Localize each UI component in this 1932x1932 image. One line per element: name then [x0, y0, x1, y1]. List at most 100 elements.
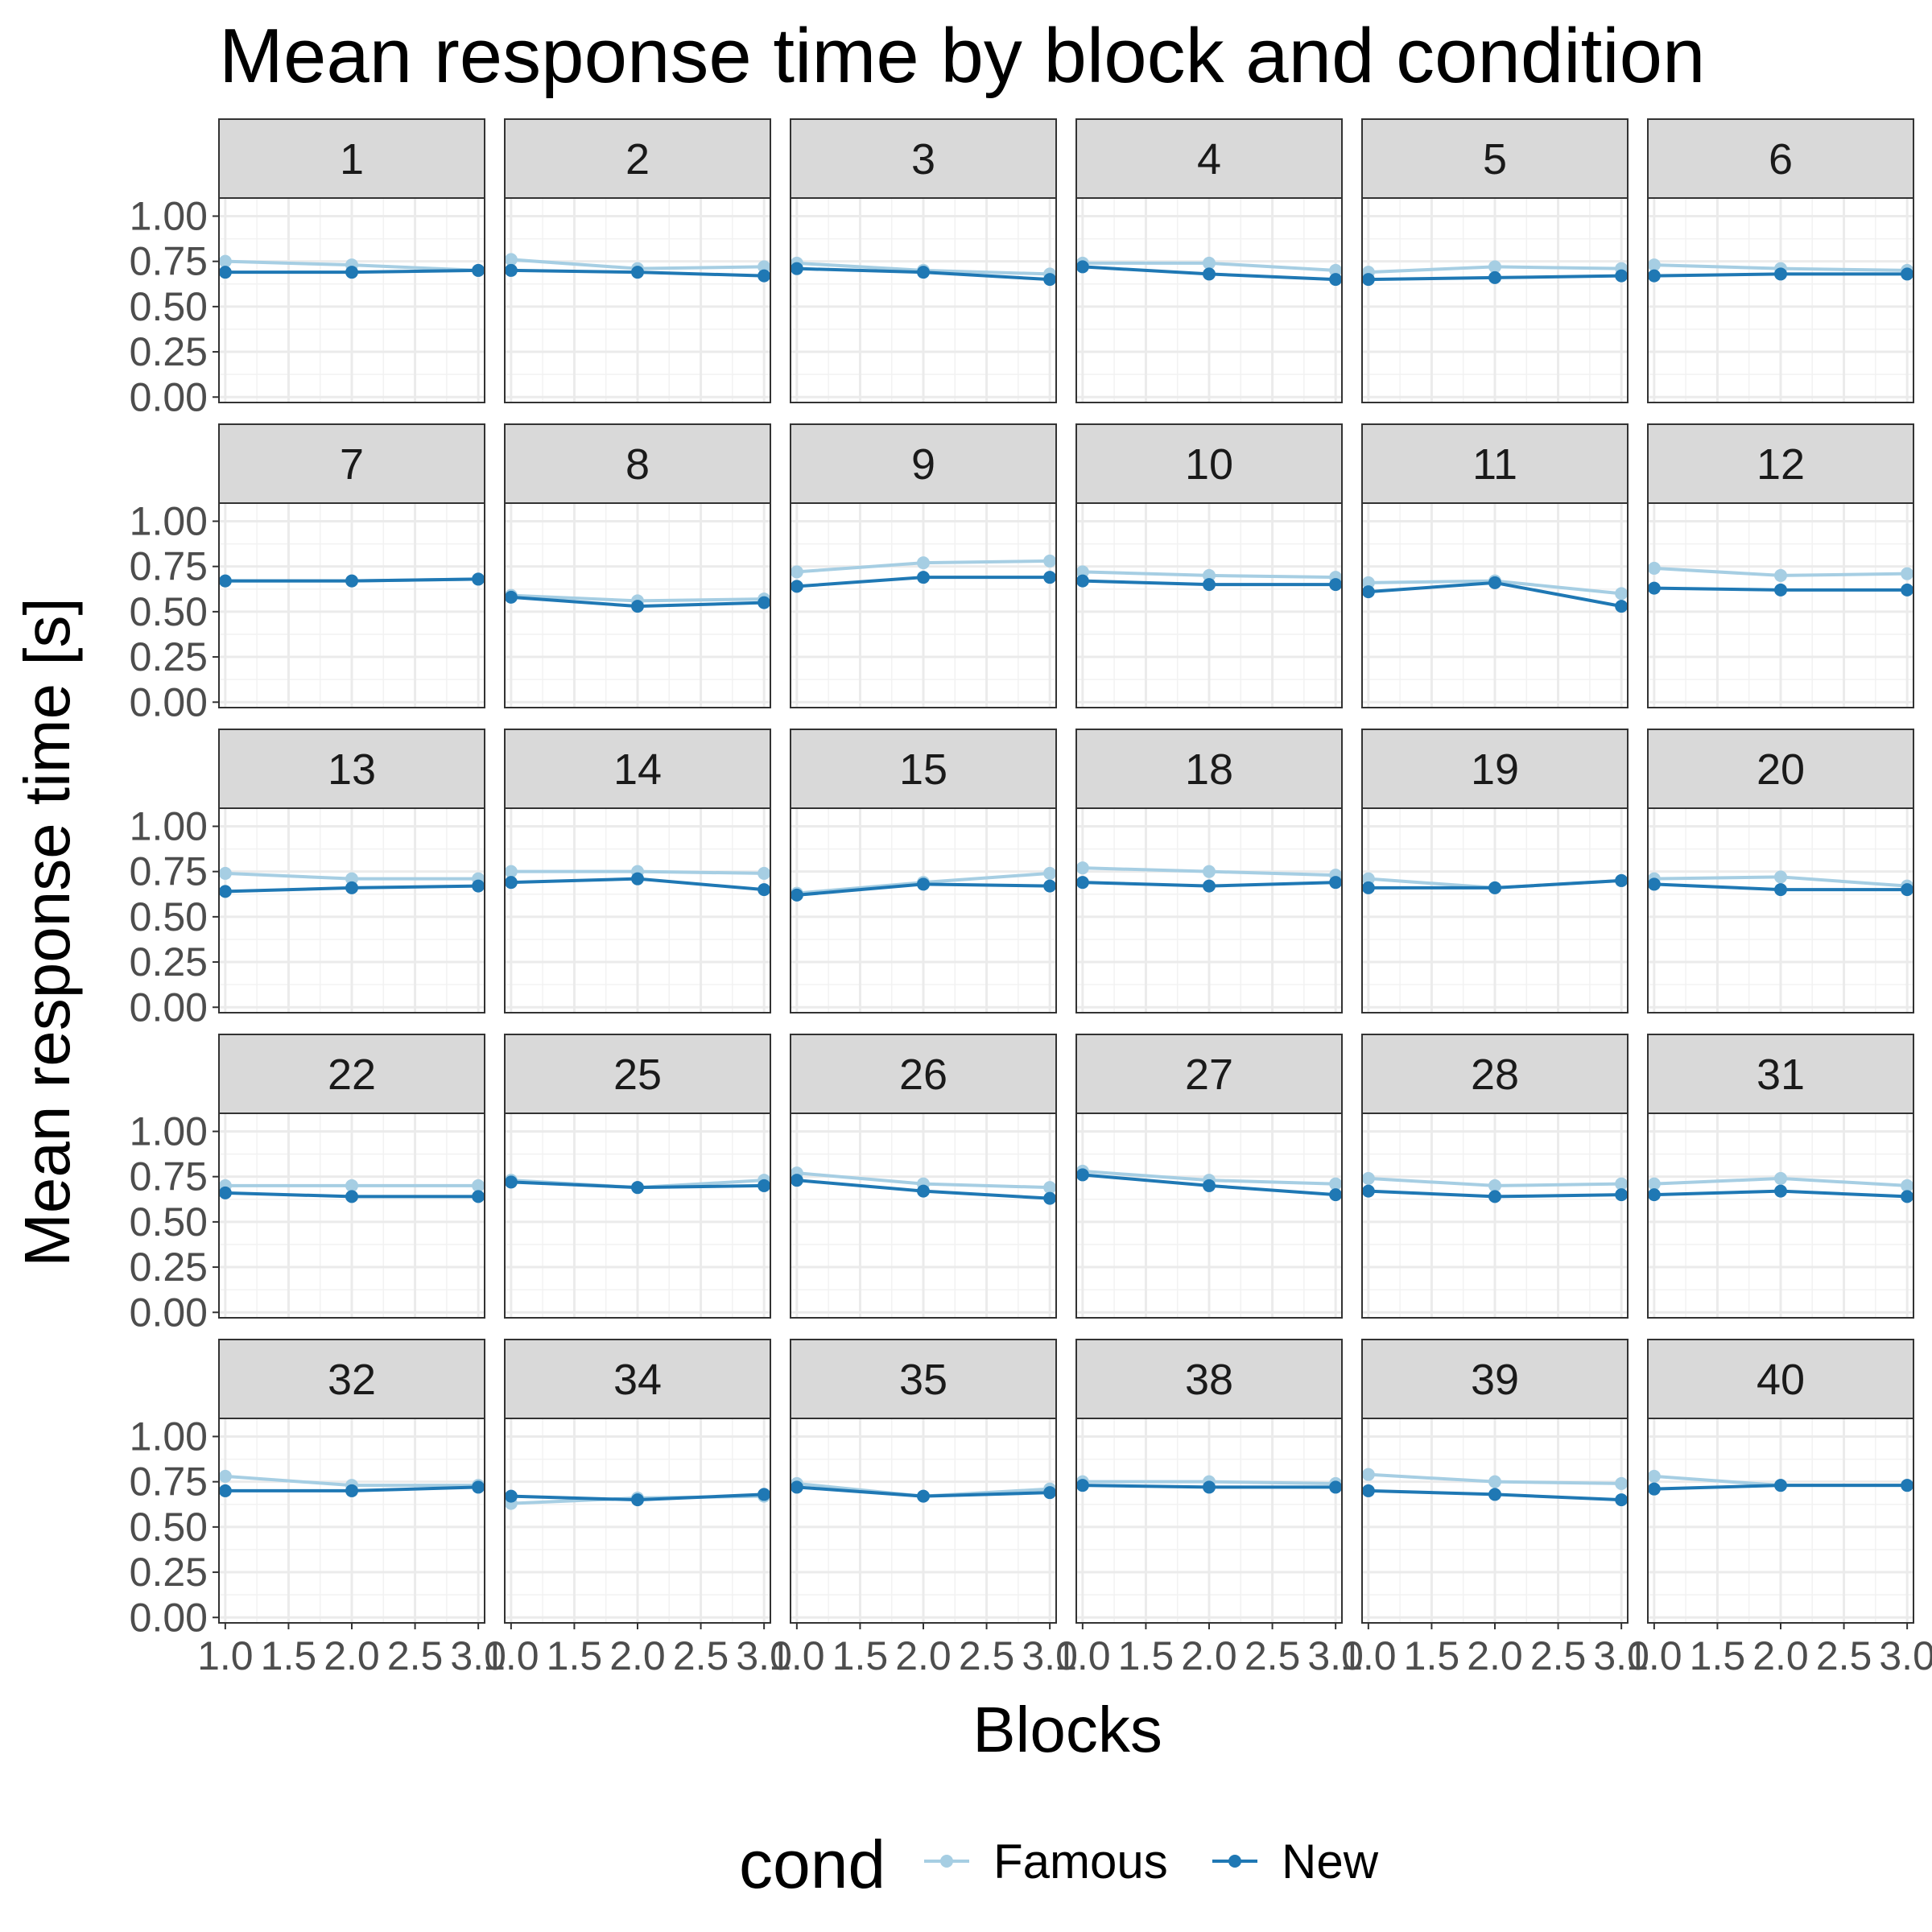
facet-panel-35: 35 1.0 1.5 2.0 2.5 3.0	[769, 1339, 1078, 1678]
facet-label: 15	[899, 745, 947, 794]
panel-border	[1647, 502, 1914, 708]
data-point-new	[1203, 879, 1216, 893]
facet-label: 32	[328, 1356, 376, 1404]
facet-label: 40	[1757, 1356, 1805, 1404]
data-point-new	[758, 596, 771, 609]
data-point-new	[790, 1480, 803, 1494]
data-point-new	[1774, 1184, 1787, 1198]
data-point-famous	[472, 1179, 485, 1192]
data-point-famous	[504, 253, 518, 266]
data-point-new	[345, 1190, 358, 1203]
data-point-famous	[1647, 258, 1661, 272]
facet-panel-5: 5	[1361, 118, 1629, 403]
facet-label: 5	[1483, 135, 1507, 184]
y-tick-label: 0.00	[130, 1290, 208, 1335]
data-point-new	[1901, 1479, 1914, 1492]
panel-border	[1075, 197, 1343, 403]
data-point-new	[917, 1184, 930, 1198]
facet-strip	[1075, 1034, 1343, 1114]
facet-strip	[1647, 423, 1914, 504]
data-point-new	[1075, 1168, 1089, 1182]
facet-strip	[790, 118, 1057, 199]
data-point-famous	[1774, 568, 1787, 582]
facet-label: 38	[1185, 1356, 1233, 1404]
data-point-new	[1488, 1488, 1501, 1501]
panel-border	[504, 197, 771, 403]
data-point-new	[1647, 581, 1661, 595]
data-point-famous	[1203, 865, 1216, 878]
facet-strip	[504, 1339, 771, 1419]
data-point-new	[1488, 270, 1501, 284]
data-point-new	[1647, 877, 1661, 891]
data-point-new	[345, 574, 358, 588]
facet-strip	[1075, 118, 1343, 199]
facet-strip	[218, 118, 485, 199]
facet-panel-7: 7 0.000.250.500.751.00	[130, 423, 485, 724]
data-point-new	[504, 876, 518, 890]
data-point-famous	[1361, 872, 1375, 886]
x-tick-label: 2.0	[895, 1633, 952, 1678]
panel-border	[1361, 197, 1629, 403]
panel-border	[790, 1113, 1057, 1319]
facet-label: 27	[1185, 1051, 1233, 1099]
data-point-famous	[1488, 1179, 1501, 1192]
facet-strip	[504, 1034, 771, 1114]
data-point-famous	[1043, 554, 1057, 568]
data-point-famous	[1647, 1177, 1661, 1191]
y-tick-label: 0.50	[130, 284, 208, 329]
data-point-famous	[1615, 587, 1629, 601]
x-tick-label: 3.0	[1022, 1633, 1078, 1678]
data-point-new	[1774, 267, 1787, 281]
data-point-new	[472, 1190, 485, 1203]
data-point-new	[790, 580, 803, 593]
facet-strip	[790, 1339, 1057, 1419]
x-tick-label: 1.0	[1340, 1633, 1397, 1678]
data-point-new	[345, 1484, 358, 1497]
facet-panel-6: 6	[1647, 118, 1914, 403]
data-point-new	[1774, 583, 1787, 597]
facet-label: 4	[1197, 135, 1221, 184]
facet-label: 6	[1769, 135, 1793, 184]
panel-border	[790, 807, 1057, 1013]
data-point-new	[917, 1489, 930, 1503]
y-tick-label: 0.00	[130, 679, 208, 724]
facet-strip	[1075, 1339, 1343, 1419]
y-tick-label: 0.25	[130, 1245, 208, 1290]
data-point-famous	[1329, 1177, 1343, 1191]
facet-label: 34	[613, 1356, 662, 1404]
data-point-famous	[1075, 861, 1089, 875]
panel-border	[218, 807, 485, 1013]
data-point-famous	[1488, 1475, 1501, 1488]
x-axis-title: Blocks	[972, 1694, 1162, 1765]
facet-grid: 10.000.250.500.751.002 3 4 5 670.000.250.500…	[130, 118, 1932, 1678]
data-point-famous	[218, 1469, 232, 1483]
data-point-new	[758, 1179, 771, 1192]
data-point-new	[1901, 883, 1914, 897]
x-tick-label: 1.0	[1626, 1633, 1682, 1678]
data-point-famous	[1361, 576, 1375, 589]
panel-border	[1361, 1113, 1629, 1319]
panel-border	[1075, 502, 1343, 708]
data-point-new	[631, 1493, 644, 1507]
facet-panel-39: 39 1.0 1.5 2.0 2.5 3.0	[1340, 1339, 1649, 1678]
data-point-famous	[1615, 1177, 1629, 1191]
x-tick-label: 2.0	[1752, 1633, 1809, 1678]
data-point-new	[1774, 1479, 1787, 1492]
data-point-famous	[917, 556, 930, 570]
data-point-new	[1615, 600, 1629, 613]
facet-strip	[1361, 1339, 1629, 1419]
facet-label: 8	[625, 440, 650, 489]
data-point-new	[1361, 273, 1375, 287]
y-tick-label: 0.25	[130, 1550, 208, 1595]
facet-strip	[1361, 118, 1629, 199]
y-tick-label: 0.75	[130, 1154, 208, 1199]
facet-label: 14	[613, 745, 662, 794]
data-point-famous	[218, 254, 232, 268]
legend-label-famous: Famous	[993, 1835, 1168, 1889]
y-tick-label: 0.00	[130, 1595, 208, 1640]
facet-label: 9	[911, 440, 935, 489]
panel-border	[1075, 1113, 1343, 1319]
data-point-new	[218, 1484, 232, 1497]
data-point-new	[1361, 881, 1375, 894]
data-point-famous	[1361, 1468, 1375, 1481]
